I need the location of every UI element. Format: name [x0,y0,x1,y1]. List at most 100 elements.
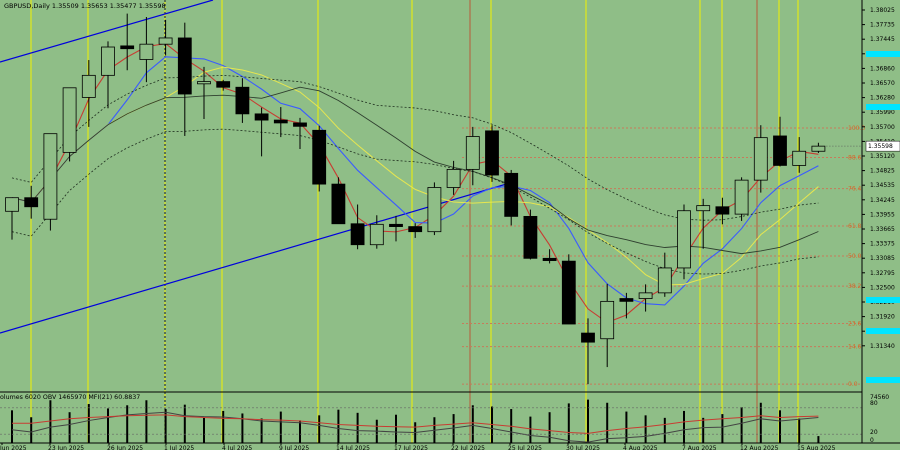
candle-body[interactable] [523,215,538,259]
candle-body[interactable] [254,113,269,121]
candle-body[interactable] [638,292,653,299]
candle-body[interactable] [389,223,403,227]
price-tick-label: 1.37735 [870,22,895,29]
candlesticks [5,13,862,385]
candle-body[interactable] [5,197,19,212]
indicator-panel [0,391,862,443]
candle-body[interactable] [24,197,39,208]
lower-trendline [0,182,511,334]
candle-body[interactable] [600,300,615,340]
candle-body[interactable] [446,168,461,188]
price-tick-label: 1.32795 [870,270,895,277]
candle-body[interactable] [350,223,365,246]
fib-level-label: 88.6 [848,154,862,161]
candle-body[interactable] [657,267,672,294]
candle-body[interactable] [504,172,519,217]
fib-level-label: 23.6 [848,320,862,327]
price-tick-label: 1.33375 [870,241,895,248]
candle-body[interactable] [734,179,749,215]
candle-body[interactable] [753,137,768,181]
candle-body[interactable] [773,135,787,166]
price-tick-label: 1.31920 [870,314,895,321]
date-tick-label: 4 Aug 2025 [623,445,658,450]
candle-body[interactable] [369,223,384,246]
axis-cyan-marker [866,328,900,334]
date-tick-label: 23 Jun 2025 [48,445,84,450]
fib-level-label: 0.0 [848,381,858,388]
date-tick-label: 12 Aug 2025 [740,445,779,450]
trendlines [0,0,511,334]
price-tick-label: 1.36570 [870,80,895,87]
price-tick-label: 1.33665 [870,226,895,233]
current-price-label: 1.35598 [868,143,893,150]
candle-body[interactable] [408,226,423,233]
date-tick-label: 26 Jun 2025 [107,445,143,450]
candle-body[interactable] [715,206,730,215]
price-tick-label: 1.36280 [870,95,895,102]
price-tick-label: 1.38025 [870,7,895,14]
axis-cyan-marker [866,51,900,57]
price-tick-label: 1.37445 [870,36,895,43]
candle-body[interactable] [427,187,442,233]
axis-cyan-marker [866,297,900,303]
indicator-tick-label: 80 [870,400,878,407]
mfi-line [12,414,819,434]
fib-level-label: 50.0 [848,253,862,260]
date-tick-label: 7 Aug 2025 [682,445,717,450]
date-tick-label: 15 Aug 2025 [797,445,836,450]
price-tick-label: 1.33085 [870,255,895,262]
candle-body[interactable] [293,122,307,127]
indicator-header: olumes 6020 OBV 1465970 MFI(21) 60.8837 [0,394,140,401]
candle-body[interactable] [197,81,211,85]
price-tick-label: 1.35120 [870,153,895,160]
price-tick-label: 1.34825 [870,168,895,175]
candle-body[interactable] [139,43,154,60]
indicator-tick-label: 20 [870,429,878,436]
candle-body[interactable] [485,130,499,176]
fib-level-label: 14.6 [848,344,862,351]
candle-body[interactable] [101,46,115,76]
candle-body[interactable] [677,210,691,269]
date-tick-label: 14 Jul 2025 [336,445,370,450]
upper-trendline [0,0,214,63]
price-tick-label: 1.35990 [870,109,895,116]
date-tick-label: 17 Jul 2025 [394,445,428,450]
price-tick-label: 1.36860 [870,65,895,72]
indicator-tick-label: 0 [870,437,874,444]
obv-line [11,411,819,443]
candle-body[interactable] [561,260,576,325]
candle-body[interactable] [158,37,173,45]
candle-body[interactable] [465,136,480,170]
date-tick-label: Jun 2025 [0,445,27,450]
date-tick-label: 22 Jul 2025 [451,445,485,450]
candle-body[interactable] [216,81,231,88]
candle-body[interactable] [120,45,135,50]
candle-body[interactable] [235,86,250,115]
candle-body[interactable] [792,150,807,166]
candle-body[interactable] [81,74,96,98]
candle-body[interactable] [62,87,77,153]
candle-body[interactable] [312,129,327,185]
date-tick-label: 25 Jul 2025 [508,445,542,450]
candle-body[interactable] [696,205,711,212]
candle-body[interactable] [177,37,192,95]
price-tick-label: 1.31340 [870,343,895,350]
candle-body[interactable] [619,298,634,302]
candle-body[interactable] [581,332,595,343]
candle-body[interactable] [43,133,58,220]
fib-level-label: 100.0 [848,125,865,132]
price-tick-label: 1.32500 [870,284,895,291]
candle-body[interactable] [811,145,826,152]
price-tick-label: 1.35700 [870,124,895,131]
candle-body[interactable] [273,119,288,124]
candle-body[interactable] [331,183,346,225]
candle-body[interactable] [542,257,557,261]
current-price-box [865,140,900,152]
date-tick-label: 9 Jul 2025 [279,445,309,450]
date-tick-label: 4 Jul 2025 [222,445,252,450]
vertical-markers [30,0,799,443]
